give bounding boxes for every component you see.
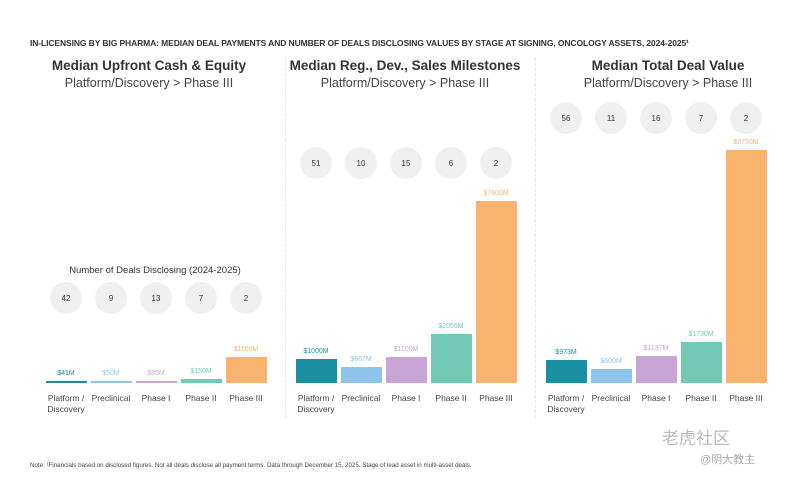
chart-1-heading: Median Upfront Cash & Equity Platform/Di… <box>24 58 274 90</box>
value-label: $150M <box>190 368 212 376</box>
deal-count-circle: 9 <box>95 282 127 314</box>
chart-1-title: Median Upfront Cash & Equity <box>51 58 247 73</box>
deal-count-circle: 2 <box>480 147 512 179</box>
x-tick-label: Phase II <box>685 393 717 403</box>
x-tick-label: Platform / Discovery <box>47 393 85 414</box>
deal-count-circle: 7 <box>185 282 217 314</box>
chart-3-title: Median Total Deal Value <box>591 58 745 73</box>
value-label: $1730M <box>688 330 714 338</box>
x-tick-label: Phase I <box>641 393 671 403</box>
value-label: $9750M <box>733 139 759 146</box>
divider <box>285 58 286 418</box>
value-label: $2055M <box>438 322 464 330</box>
deal-count-circle: 6 <box>435 147 467 179</box>
deal-count-circle: 10 <box>345 147 377 179</box>
bar-3-4 <box>681 341 722 383</box>
watermark-handle: @明大教主 <box>700 454 756 466</box>
footnote: Note: ¹Financials based on disclosed fig… <box>30 462 472 469</box>
bar-3-3 <box>636 355 677 383</box>
x-tick-label: Phase III <box>479 393 513 403</box>
x-tick-label: Preclinical <box>591 393 631 403</box>
value-label: $7600M <box>483 190 509 198</box>
value-label: $600M <box>600 357 622 365</box>
chart-3-heading: Median Total Deal Value Platform/Discove… <box>543 58 785 90</box>
bar-1-4 <box>181 379 222 383</box>
chart-3-subtitle: Platform/Discovery > Phase III <box>583 76 753 90</box>
value-label: $41M <box>57 370 75 377</box>
x-tick-label: Phase II <box>435 393 467 403</box>
value-label: $1000M <box>303 348 329 356</box>
deal-count-circle: 15 <box>390 147 422 179</box>
x-tick-label: Phase III <box>229 393 263 403</box>
deal-count-circle: 13 <box>140 282 172 314</box>
bar-3-5 <box>726 150 767 383</box>
deal-count-circle: 2 <box>730 102 762 134</box>
bar-1-2 <box>91 381 132 383</box>
x-tick-label: Phase III <box>729 393 763 403</box>
deals-disclosing-label: Number of Deals Disclosing (2024-2025) <box>69 265 241 276</box>
value-label: $85M <box>147 369 165 377</box>
value-label: $667M <box>350 356 372 364</box>
value-label: $1137M <box>643 344 669 352</box>
x-tick-label: Phase I <box>141 393 171 403</box>
value-label: $1100M <box>233 345 259 353</box>
value-label: $1100M <box>393 345 419 353</box>
deal-count-circle: 51 <box>300 147 332 179</box>
main-title: IN-LICENSING BY BIG PHARMA: MEDIAN DEAL … <box>30 38 689 48</box>
deal-count-circle: 56 <box>550 102 582 134</box>
divider <box>535 58 536 418</box>
x-tick-label: Platform / Discovery <box>297 393 335 414</box>
bar-2-4 <box>431 333 472 383</box>
bar-2-1 <box>296 359 337 383</box>
deal-count-circle: 42 <box>50 282 82 314</box>
deal-count-circle: 11 <box>595 102 627 134</box>
bar-2-2 <box>341 367 382 383</box>
chart-1-subtitle: Platform/Discovery > Phase III <box>64 76 234 90</box>
deal-count-circle: 16 <box>640 102 672 134</box>
value-label: $973M <box>555 348 577 356</box>
x-tick-label: Platform / Discovery <box>547 393 585 414</box>
bar-3-1 <box>546 359 587 383</box>
bar-3-2 <box>591 368 632 383</box>
chart-2-title: Median Reg., Dev., Sales Milestones <box>289 58 521 73</box>
chart-2-subtitle: Platform/Discovery > Phase III <box>320 76 490 90</box>
bar-2-5 <box>476 201 517 383</box>
value-label: $50M <box>102 370 120 377</box>
deal-count-circle: 2 <box>230 282 262 314</box>
bar-2-3 <box>386 356 427 383</box>
x-tick-label: Preclinical <box>91 393 131 403</box>
bar-1-5 <box>226 356 267 383</box>
x-tick-label: Preclinical <box>341 393 381 403</box>
deal-count-circle: 7 <box>685 102 717 134</box>
bar-1-3 <box>136 380 177 383</box>
watermark-logo: 老虎社区 <box>662 429 730 448</box>
chart-2-heading: Median Reg., Dev., Sales Milestones Plat… <box>280 58 530 90</box>
bar-1-1 <box>46 381 87 383</box>
x-tick-label: Phase II <box>185 393 217 403</box>
x-tick-label: Phase I <box>391 393 421 403</box>
